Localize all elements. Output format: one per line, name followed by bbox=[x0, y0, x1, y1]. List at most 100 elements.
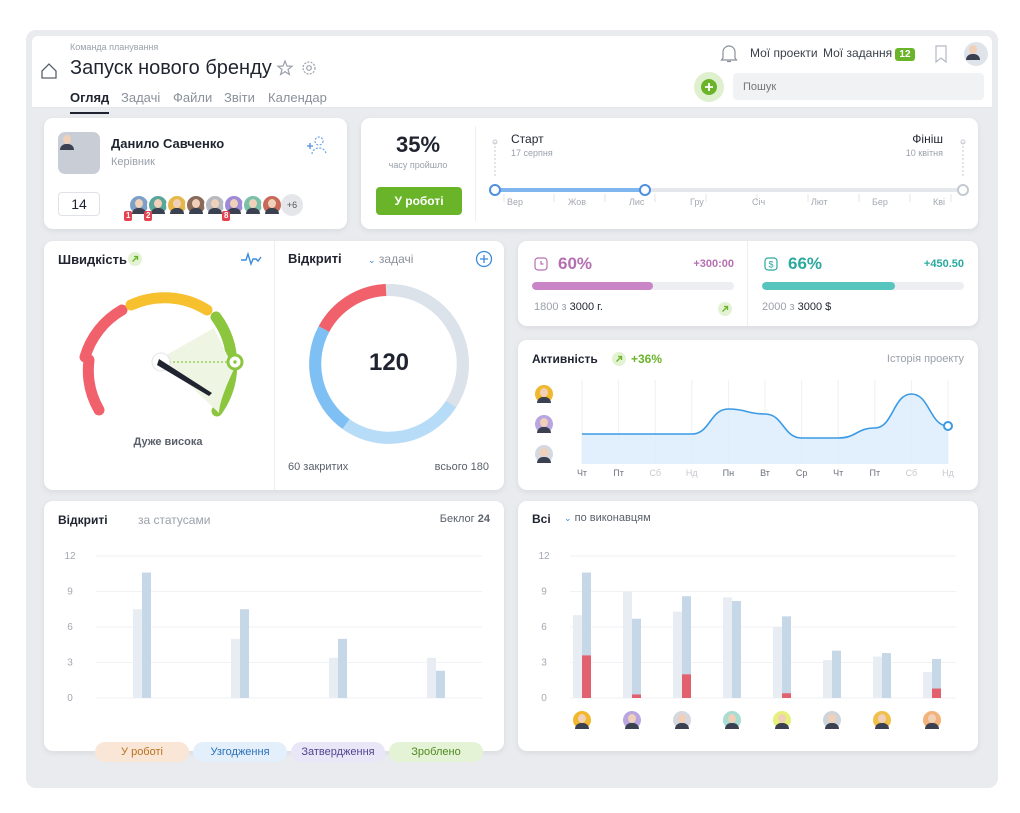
bookmark-icon[interactable] bbox=[934, 44, 948, 64]
my-projects-link[interactable]: Мої проекти bbox=[750, 46, 818, 60]
hours-percent: 60% bbox=[558, 254, 593, 273]
team-avatar[interactable] bbox=[166, 194, 188, 216]
activity-line bbox=[582, 393, 949, 439]
all-count: всього 180 bbox=[434, 461, 489, 473]
legend-approval[interactable]: Затвердження bbox=[291, 742, 385, 762]
metrics-card: 60% +300:00 1800 з 3000 г. $ 66% +450.50… bbox=[518, 241, 978, 326]
activity-avatar[interactable] bbox=[533, 413, 555, 435]
tab-tasks[interactable]: Задачі bbox=[121, 90, 161, 105]
alert-badge: 8 bbox=[222, 211, 231, 221]
assignee-avatar[interactable] bbox=[671, 709, 693, 731]
bar bbox=[773, 627, 782, 698]
pulse-icon[interactable] bbox=[240, 252, 262, 266]
trend-up-icon bbox=[128, 252, 142, 266]
history-link[interactable]: Історія проекту bbox=[886, 353, 964, 365]
day-label: Чт bbox=[833, 468, 844, 478]
y-tick-label: 0 bbox=[541, 693, 547, 704]
activity-avatar[interactable] bbox=[533, 443, 555, 465]
bar bbox=[732, 600, 741, 698]
gear-icon[interactable] bbox=[300, 59, 318, 77]
tab-calendar[interactable]: Календар bbox=[268, 90, 327, 105]
hours-used: 1800 з bbox=[534, 301, 567, 313]
bar bbox=[882, 653, 891, 698]
timeline-card: 35% часу пройшло У роботі Старт 17 серпн… bbox=[361, 118, 978, 229]
bar bbox=[582, 572, 591, 698]
clock-icon bbox=[534, 257, 548, 271]
bar bbox=[832, 650, 841, 698]
month-label: Бер bbox=[872, 197, 888, 207]
activity-avatar[interactable] bbox=[533, 383, 555, 405]
bar bbox=[582, 655, 591, 698]
bar bbox=[231, 638, 240, 698]
assignee-filter-dropdown[interactable]: ⌄ по виконавцям bbox=[564, 512, 651, 524]
assignee-avatar[interactable] bbox=[721, 709, 743, 731]
assignee-avatar[interactable] bbox=[771, 709, 793, 731]
home-icon[interactable] bbox=[40, 62, 58, 80]
assignee-avatar[interactable] bbox=[621, 709, 643, 731]
speed-verdict: Дуже висока bbox=[133, 436, 203, 448]
hours-progress-fill bbox=[532, 282, 654, 290]
open-tasks-donut bbox=[309, 284, 469, 444]
divider bbox=[747, 241, 748, 326]
top-bar: Команда планування Запуск нового бренду … bbox=[32, 36, 992, 114]
tab-files[interactable]: Файли bbox=[173, 90, 213, 105]
add-icon[interactable] bbox=[475, 250, 493, 268]
team-avatar[interactable] bbox=[147, 194, 169, 216]
open-filter-dropdown[interactable]: ⌄ задачі bbox=[368, 252, 413, 266]
profile-avatar[interactable] bbox=[964, 42, 988, 66]
month-label: Вер bbox=[507, 197, 524, 207]
add-user-icon[interactable] bbox=[304, 134, 330, 156]
bar bbox=[782, 693, 791, 698]
activity-point bbox=[943, 421, 953, 431]
legend-review[interactable]: Узгодження bbox=[193, 742, 287, 762]
search-input[interactable] bbox=[733, 73, 984, 100]
assignee-avatar[interactable] bbox=[571, 709, 593, 731]
hours-total: 3000 г. bbox=[569, 301, 603, 313]
start-date: 17 серпня bbox=[511, 148, 553, 158]
assignee-avatar[interactable] bbox=[921, 709, 943, 731]
bar bbox=[723, 597, 732, 698]
bell-icon[interactable] bbox=[720, 44, 738, 64]
divider bbox=[274, 241, 275, 490]
tab-reports[interactable]: Звіти bbox=[224, 90, 255, 105]
user-name: Данило Савченко bbox=[111, 136, 225, 151]
status-chart-card: Відкриті за статусами Беклог 24 12 9 6 3 0 У… bbox=[44, 501, 504, 762]
legend-in-progress[interactable]: У роботі bbox=[95, 742, 189, 762]
user-role: Керівник bbox=[111, 156, 155, 168]
bar bbox=[632, 694, 641, 698]
bar bbox=[573, 615, 582, 698]
bar bbox=[329, 657, 338, 698]
dollar-icon: $ bbox=[764, 257, 778, 271]
end-label: Фініш bbox=[912, 132, 943, 146]
day-label: Пн bbox=[722, 468, 735, 478]
open-title: Відкриті bbox=[288, 251, 342, 266]
budget-delta: +450.50 bbox=[923, 258, 964, 270]
activity-chart bbox=[580, 380, 953, 464]
add-icon[interactable] bbox=[700, 78, 718, 96]
assignee-avatar[interactable] bbox=[821, 709, 843, 731]
team-avatar[interactable] bbox=[261, 194, 283, 216]
y-tick-label: 0 bbox=[67, 693, 73, 704]
backlog-value: 24 bbox=[477, 513, 490, 525]
day-label: Вт bbox=[760, 468, 770, 478]
y-tick-label: 3 bbox=[541, 658, 547, 669]
y-tick-label: 12 bbox=[538, 551, 550, 562]
tab-overview[interactable]: Огляд bbox=[70, 90, 110, 114]
activity-card: Активність +36% Історія проекту Чт Пт Сб Нд… bbox=[518, 340, 978, 490]
more-members[interactable]: +6 bbox=[281, 194, 303, 216]
budget-progress-fill bbox=[762, 282, 896, 290]
my-tasks-link[interactable]: Мої задання 12 bbox=[823, 46, 915, 61]
bar bbox=[133, 609, 142, 698]
month-label: Гру bbox=[690, 197, 704, 207]
legend-done[interactable]: Зроблено bbox=[389, 742, 483, 762]
budget-percent: 66% bbox=[788, 254, 823, 273]
month-label: Кві bbox=[933, 197, 946, 207]
assignee-avatar[interactable] bbox=[871, 709, 893, 731]
status-button[interactable]: У роботі bbox=[376, 187, 462, 215]
month-label: Січ bbox=[752, 197, 766, 207]
star-icon[interactable] bbox=[276, 59, 294, 77]
page-title: Запуск нового бренду bbox=[70, 57, 272, 79]
budget-progress bbox=[762, 282, 964, 290]
bar bbox=[673, 611, 682, 698]
chevron-down-icon: ⌄ bbox=[564, 513, 572, 523]
